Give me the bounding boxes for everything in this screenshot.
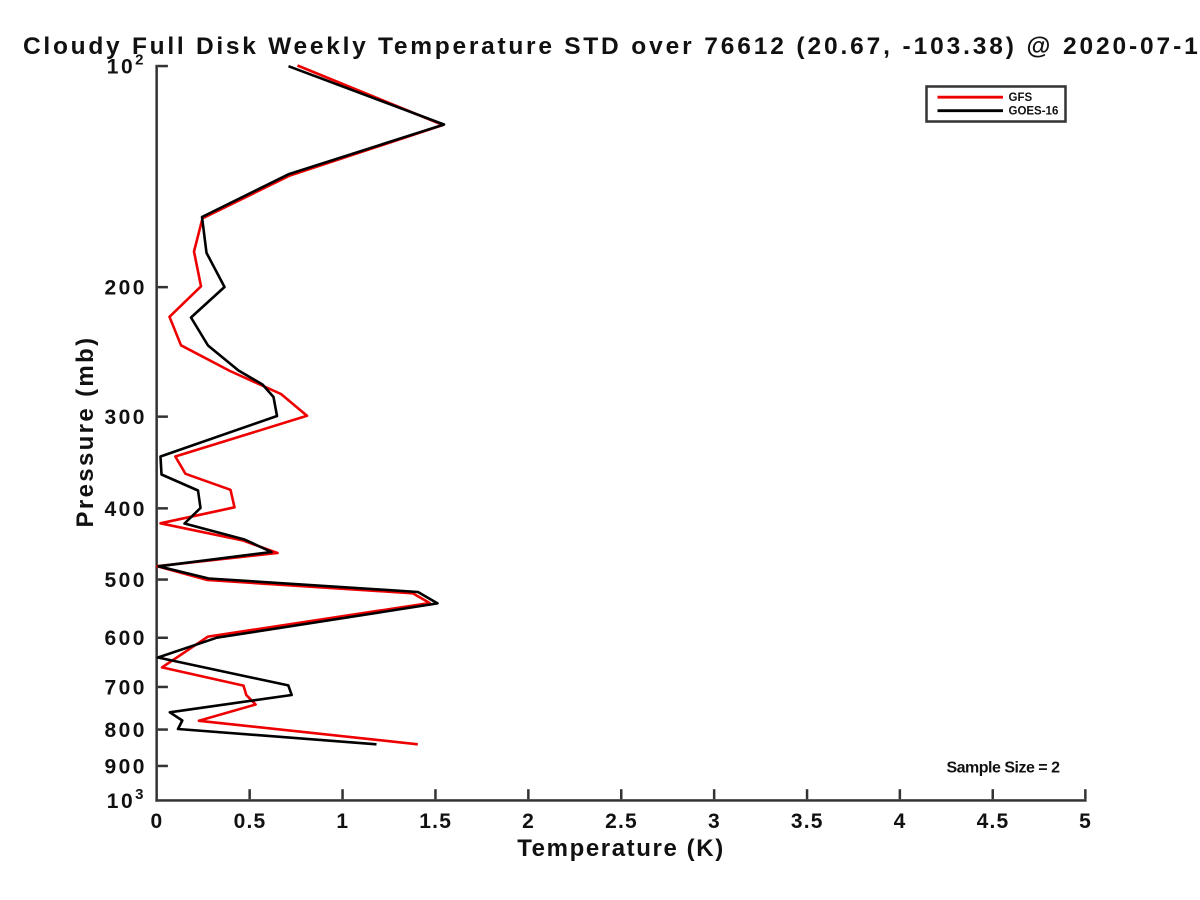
svg-text:800: 800 xyxy=(104,719,147,742)
svg-text:1.5: 1.5 xyxy=(419,810,452,833)
svg-text:0.5: 0.5 xyxy=(234,810,267,833)
svg-text:600: 600 xyxy=(104,627,147,650)
svg-text:GFS: GFS xyxy=(1009,92,1033,104)
svg-text:2: 2 xyxy=(522,810,535,833)
svg-text:400: 400 xyxy=(104,498,147,521)
svg-text:300: 300 xyxy=(104,406,147,429)
svg-text:Sample Size = 2: Sample Size = 2 xyxy=(946,760,1060,777)
svg-text:Cloudy Full Disk Weekly Temper: Cloudy Full Disk Weekly Temperature STD … xyxy=(23,33,1200,60)
svg-text:Temperature (K): Temperature (K) xyxy=(517,835,725,862)
svg-text:500: 500 xyxy=(104,569,147,592)
svg-text:4: 4 xyxy=(894,810,907,833)
svg-text:Pressure (mb): Pressure (mb) xyxy=(72,336,99,528)
svg-text:5: 5 xyxy=(1079,810,1092,833)
svg-text:700: 700 xyxy=(104,676,147,699)
svg-text:200: 200 xyxy=(104,277,147,300)
svg-text:1: 1 xyxy=(336,810,349,833)
svg-text:3: 3 xyxy=(708,810,721,833)
svg-text:0: 0 xyxy=(151,810,164,833)
svg-text:3.5: 3.5 xyxy=(791,810,824,833)
svg-text:4.5: 4.5 xyxy=(977,810,1010,833)
svg-text:GOES-16: GOES-16 xyxy=(1009,105,1059,117)
svg-text:900: 900 xyxy=(104,755,147,778)
svg-text:2.5: 2.5 xyxy=(605,810,638,833)
